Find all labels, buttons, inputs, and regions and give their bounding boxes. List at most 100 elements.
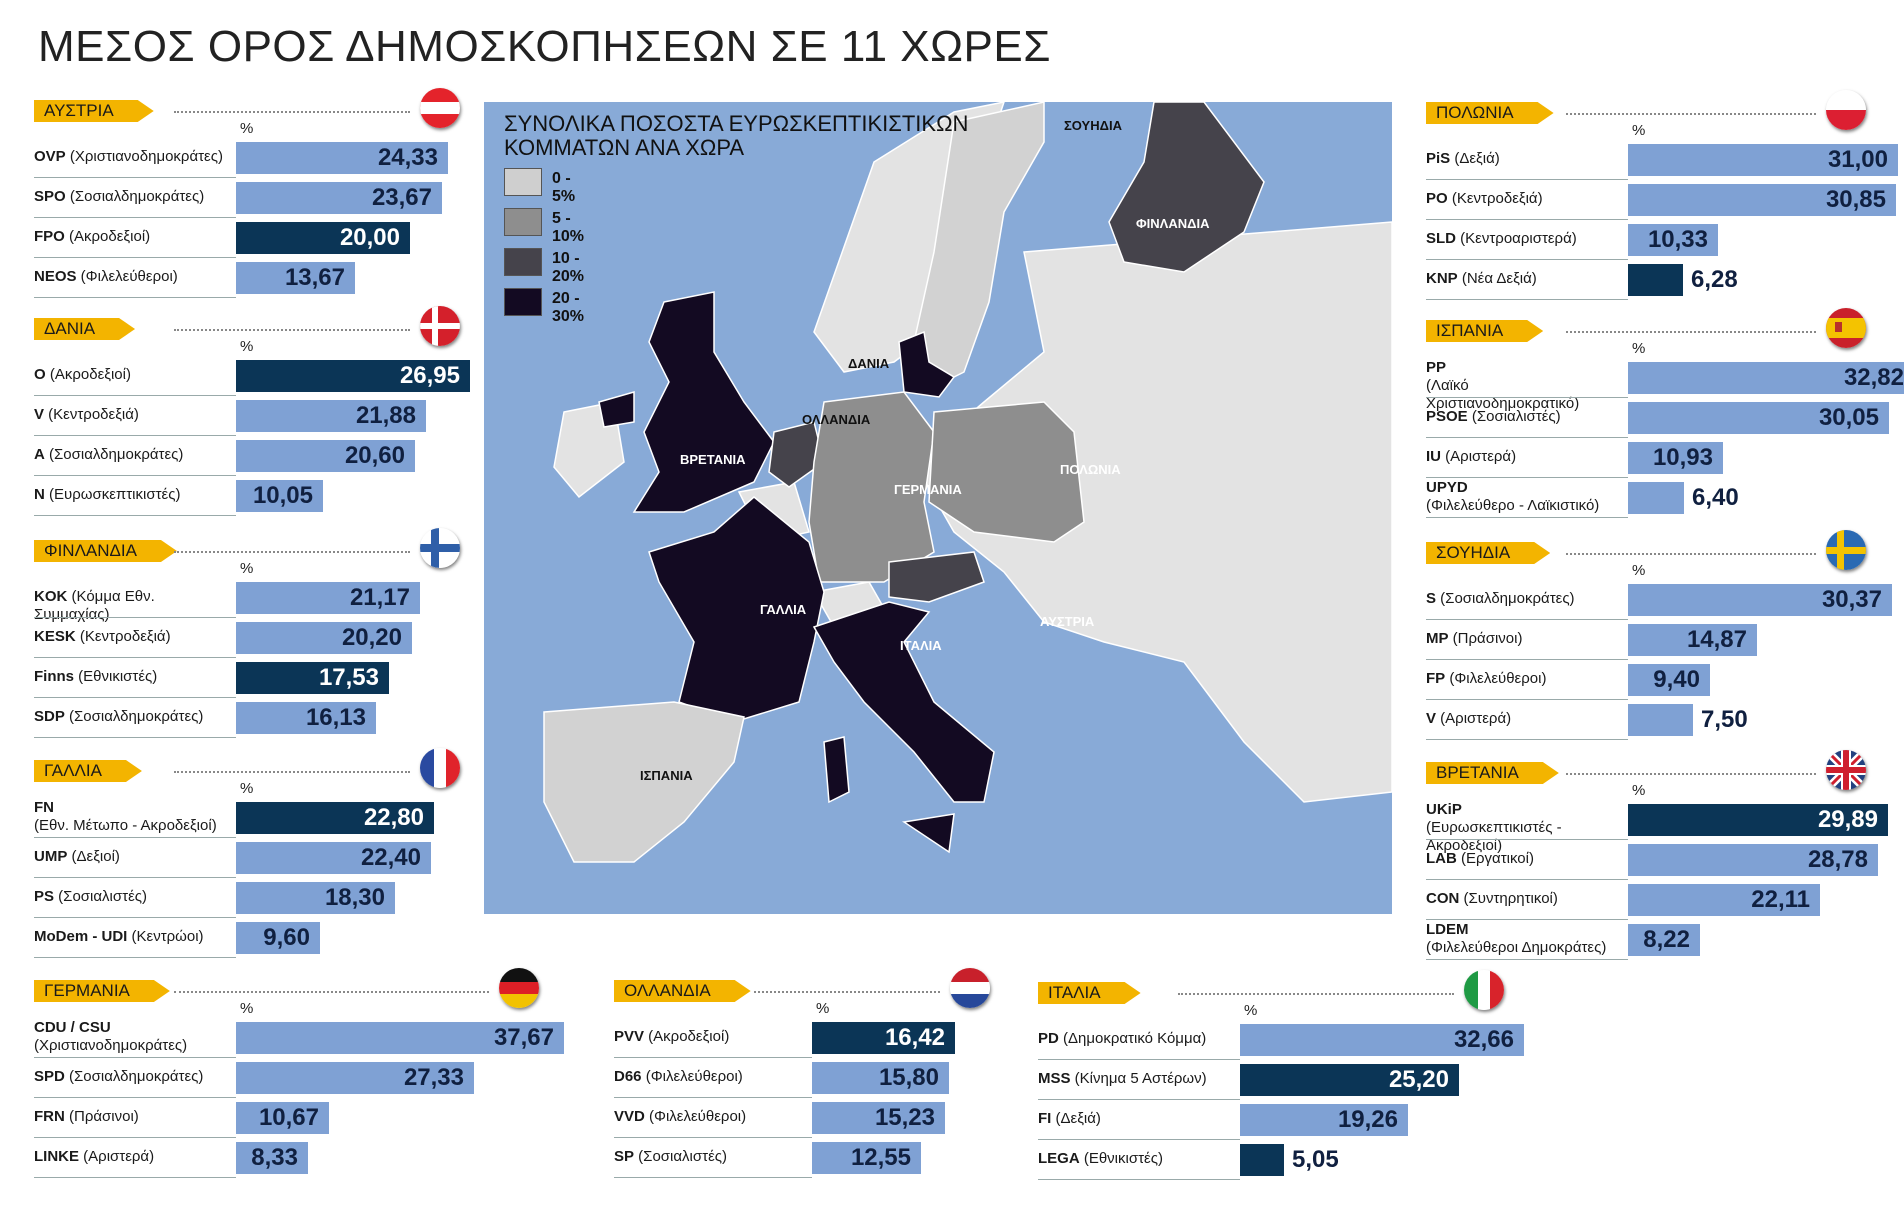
party-desc: (Αριστερά) [1436, 710, 1512, 727]
country-panel-sweden: ΣΟΥΗΔΙΑ% S (Σοσιαλδημοκράτες) 30,37 MP (Πρά… [1426, 530, 1892, 762]
data-label: 9,40 [1653, 666, 1700, 693]
row-separator [1038, 1179, 1240, 1180]
bar: 37,67 [236, 1022, 564, 1054]
party-label: V (Κεντροδεξιά) [34, 406, 232, 424]
party-row: Finns (Εθνικιστές) 17,53 [34, 658, 588, 698]
data-label: 6,28 [1691, 266, 1738, 293]
data-label: 12,55 [850, 1144, 911, 1171]
data-label: 17,53 [318, 664, 379, 691]
data-label: 31,00 [1827, 146, 1888, 173]
party-abbr: OVP [34, 148, 66, 165]
party-label: PP (Λαϊκό Χριστιανοδημοκρατικό) [1426, 359, 1624, 413]
party-desc: (Εθνικιστές) [74, 668, 158, 685]
italy-shape [812, 601, 995, 803]
country-name: ΑΥΣΤΡΙΑ [34, 100, 154, 122]
party-abbr: PD [1038, 1030, 1059, 1047]
party-row: SLD (Κεντροαριστερά) 10,33 [1426, 220, 1904, 260]
bar: 21,17 [236, 582, 420, 614]
party-abbr: LEGA [1038, 1150, 1080, 1167]
party-desc: (Σοσιαλιστές) [54, 888, 147, 905]
party-abbr: D66 [614, 1068, 642, 1085]
divider [1566, 553, 1816, 555]
party-row: S (Σοσιαλδημοκράτες) 30,37 [1426, 580, 1904, 620]
country-name: ΦΙΝΛΑΝΔΙΑ [34, 540, 177, 562]
bar: 30,37 [1628, 584, 1892, 616]
bar: 9,40 [1628, 664, 1710, 696]
percent-label: % [816, 1000, 830, 1017]
row-separator [34, 1097, 236, 1098]
row-separator [1426, 259, 1628, 260]
bar: 32,66 [1240, 1024, 1524, 1056]
country-panel-finland: ΦΙΝΛΑΝΔΙΑ% KOK (Κόμμα Εθν. Συμμαχίας) 21,1… [34, 528, 464, 760]
row-separator [34, 257, 236, 258]
party-abbr: LINKE [34, 1148, 79, 1165]
party-desc: (Ακροδεξιοί) [45, 366, 131, 383]
party-desc: (Εθν. Μέτωπο - Ακροδεξιοί) [34, 817, 217, 834]
germany-flag [499, 968, 539, 1008]
party-abbr: V [1426, 710, 1437, 727]
party-row: FPO (Ακροδεξιοί) 20,00 [34, 218, 588, 258]
party-label: FP (Φιλελεύθεροι) [1426, 670, 1624, 688]
party-desc: (Ακροδεξιοί) [644, 1028, 730, 1045]
bar: 22,11 [1628, 884, 1820, 916]
party-row: CDU / CSU (Χριστιανοδημοκράτες) 37,67 [34, 1018, 588, 1058]
row-separator [1426, 219, 1628, 220]
data-label: 10,05 [252, 482, 313, 509]
row-separator [1426, 739, 1628, 740]
party-abbr: UPYD [1426, 479, 1468, 496]
country-name: ΣΟΥΗΔΙΑ [1426, 542, 1550, 564]
bar: 8,22 [1628, 924, 1700, 956]
divider [1178, 993, 1454, 995]
sweden-shape [913, 102, 1045, 394]
party-label: A (Σοσιαλδημοκράτες) [34, 446, 232, 464]
party-abbr: SLD [1426, 230, 1456, 247]
map-label-germany: ΓΕΡΜΑΝΙΑ [894, 482, 962, 497]
data-label: 20,60 [344, 442, 405, 469]
bar: 5,05 [1240, 1144, 1339, 1176]
map-label-netherlands: ΟΛΛΑΝΔΙΑ [802, 412, 871, 427]
party-abbr: PO [1426, 190, 1448, 207]
party-row: SP (Σοσιαλιστές) 12,55 [614, 1138, 1164, 1178]
britain-shape [632, 291, 775, 513]
data-label: 15,23 [874, 1104, 935, 1131]
party-row: MSS (Κίνημα 5 Αστέρων) 25,20 [1038, 1060, 1592, 1100]
party-abbr: SPD [34, 1068, 65, 1085]
row-separator [1426, 477, 1628, 478]
party-abbr: MP [1426, 630, 1449, 647]
country-panel-italy: ΙΤΑΛΙΑ% PD (Δημοκρατικό Κόμμα) 32,66 MSS (Κ… [1038, 970, 1524, 1202]
party-label: Finns (Εθνικιστές) [34, 668, 232, 686]
row-separator [34, 217, 236, 218]
party-label: IU (Αριστερά) [1426, 448, 1624, 466]
party-row: V (Κεντροδεξιά) 21,88 [34, 396, 588, 436]
party-label: KOK (Κόμμα Εθν. Συμμαχίας) [34, 588, 232, 624]
party-label: S (Σοσιαλδημοκράτες) [1426, 590, 1624, 608]
country-panel-britain: ΒΡΕΤΑΝΙΑ% UKiP (Ευρωσκεπτικιστές - Ακροδεξ… [1426, 750, 1888, 982]
legend-title-line-2: ΚΟΜΜΑΤΩΝ ΑΝΑ ΧΩΡΑ [504, 135, 745, 160]
row-separator [34, 617, 236, 618]
percent-label: % [1244, 1002, 1258, 1019]
party-label: UPYD (Φιλελεύθερο - Λαϊκιστικό) [1426, 479, 1624, 515]
row-separator [34, 1057, 236, 1058]
bar: 31,00 [1628, 144, 1898, 176]
data-label: 8,33 [251, 1144, 298, 1171]
data-label: 16,42 [884, 1024, 945, 1051]
party-abbr: O [34, 366, 46, 383]
bar: 20,60 [236, 440, 415, 472]
row-separator [1038, 1139, 1240, 1140]
data-label: 20,00 [339, 224, 400, 251]
party-row: LAB (Εργατικοί) 28,78 [1426, 840, 1904, 880]
bar: 21,88 [236, 400, 426, 432]
data-label: 30,37 [1821, 586, 1882, 613]
party-row: FN (Εθν. Μέτωπο - Ακροδεξιοί) 22,80 [34, 798, 588, 838]
percent-label: % [1632, 340, 1646, 357]
percent-label: % [240, 1000, 254, 1017]
party-desc: (Φιλελεύθεροι Δημοκράτες) [1426, 939, 1607, 956]
party-label: PO (Κεντροδεξιά) [1426, 190, 1624, 208]
france-flag [420, 748, 460, 788]
row-separator [34, 475, 236, 476]
percent-label: % [240, 560, 254, 577]
data-label: 5,05 [1292, 1146, 1339, 1173]
party-desc: (Χριστιανοδημοκράτες) [34, 1037, 188, 1054]
percent-label: % [240, 120, 254, 137]
